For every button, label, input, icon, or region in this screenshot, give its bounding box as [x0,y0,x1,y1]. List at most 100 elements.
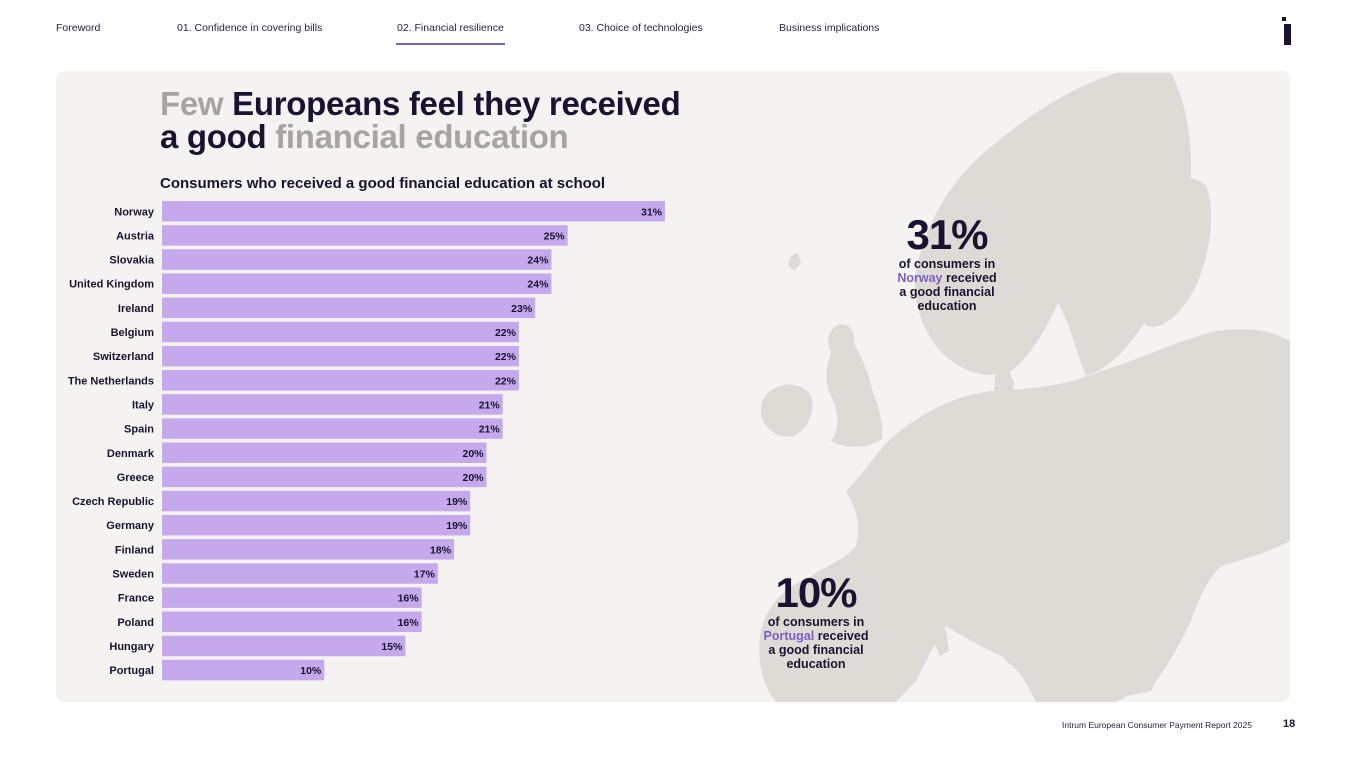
category-label: Sweden [112,569,154,581]
category-label: Finland [115,544,154,556]
bar-greece [162,466,487,488]
portugal-callout-value: 10% [775,569,857,616]
bar-slovakia [162,249,552,270]
category-label: United Kingdom [69,279,154,291]
nav-financial-resilience[interactable]: 02. Financial resilience [396,22,505,45]
bar-value-label: 19% [446,496,468,508]
norway-callout-received: received [945,271,997,285]
europe-map-image [759,73,1290,702]
bar-value-label: 19% [446,520,468,532]
category-label: Belgium [111,327,155,339]
continental-europe-shape [759,329,1290,702]
norway-callout-line3: a good financial [899,285,995,299]
bar-value-label: 22% [495,351,517,363]
report-footer: Intrum European Consumer Payment Report … [1062,720,1252,730]
category-label: Hungary [109,641,155,653]
nav-business-implications[interactable]: Business implications [779,22,880,34]
portugal-callout-line3: a good financial [768,643,864,657]
bar-chart: Norway 31% Austria 25% Slovakia 24% United Kin… [68,201,665,681]
bar-value-label: 21% [479,424,501,436]
portugal-callout-line4: education [786,657,846,671]
bar-germany [162,514,471,536]
bar-sweden [162,563,438,584]
portugal-callout-received: received [817,629,869,643]
portugal-callout-line1: of consumers in [767,615,865,629]
bar-norway [162,201,665,222]
bar-value-label: 10% [300,665,322,677]
content-panel: Few Europeans feel they received a good … [56,71,1290,702]
great-britain-shape [826,324,883,447]
page-title: Few Europeans feel they received a good … [160,85,681,155]
bar-ireland [162,297,536,319]
category-label: Portugal [109,665,154,677]
bar-the-netherlands [162,370,519,391]
title-part-few: Few [160,85,224,122]
bar-value-label: 17% [414,569,436,581]
category-label: Austria [116,230,155,242]
intrum-logo[interactable] [1282,17,1291,45]
page-number: 18 [1283,718,1296,730]
category-label: Spain [124,424,154,436]
title-part-europeans: Europeans feel they received [232,85,681,122]
bar-value-label: 16% [398,617,420,629]
category-label: Greece [117,472,154,484]
bar-switzerland [162,345,519,367]
category-label: France [118,593,154,605]
category-label: The Netherlands [68,375,154,387]
bar-value-label: 24% [527,255,549,267]
scandinavia-shape [915,73,1191,376]
category-label: Switzerland [93,351,154,363]
bar-italy [162,394,503,415]
bar-france [162,587,422,608]
bar-denmark [162,442,487,463]
category-label: Norway [114,206,155,218]
greece-shape [1114,656,1161,696]
norway-callout-line2: Norway received [892,271,1002,285]
bar-poland [162,611,422,633]
top-navigation: Foreword 01. Confidence in covering bill… [0,22,1346,52]
portugal-callout: 10% of consumers in Portugal received a … [756,569,876,672]
finland-shape [1135,176,1212,327]
category-label: Czech Republic [72,496,154,508]
title-part-financial-education: financial education [275,118,569,155]
bar-austria [162,225,568,246]
norway-callout-line1: of consumers in [898,257,996,271]
bar-portugal [162,659,325,681]
nav-choice-of-technologies[interactable]: 03. Choice of technologies [579,22,703,34]
bar-united-kingdom [162,273,552,294]
bar-value-label: 21% [479,399,501,411]
portugal-callout-country: Portugal [763,629,815,643]
chart-title: Consumers who received a good financial … [160,175,606,192]
norway-callout: 31% of consumers in Norway received a go… [892,211,1002,314]
norway-callout-line4: education [917,299,977,313]
bar-value-label: 25% [544,230,566,242]
bar-value-label: 23% [511,303,533,315]
category-label: Slovakia [109,255,155,267]
bar-value-label: 20% [463,472,485,484]
bar-value-label: 15% [381,641,403,653]
bar-value-label: 22% [495,375,517,387]
norway-callout-value: 31% [906,211,988,258]
nav-confidence-covering-bills[interactable]: 01. Confidence in covering bills [177,22,323,34]
norway-callout-country: Norway [897,271,943,285]
bar-finland [162,539,455,560]
category-label: Ireland [118,303,154,315]
faroe-fragment-shape [788,253,801,271]
bar-value-label: 20% [463,448,485,460]
ireland-shape [760,384,813,437]
sardinia-shape [934,629,949,656]
bar-value-label: 18% [430,544,452,556]
nav-foreword[interactable]: Foreword [56,22,101,34]
bar-hungary [162,635,406,657]
bar-czech-republic [162,490,471,512]
bar-value-label: 22% [495,327,517,339]
bar-belgium [162,321,519,343]
category-label: Poland [117,617,154,629]
category-label: Germany [106,520,155,532]
portugal-callout-line2: Portugal received [756,629,876,643]
italy-shape [959,571,1031,668]
category-label: Italy [132,399,155,411]
bar-spain [162,418,503,439]
bar-value-label: 16% [398,593,420,605]
bar-value-label: 31% [641,206,663,218]
